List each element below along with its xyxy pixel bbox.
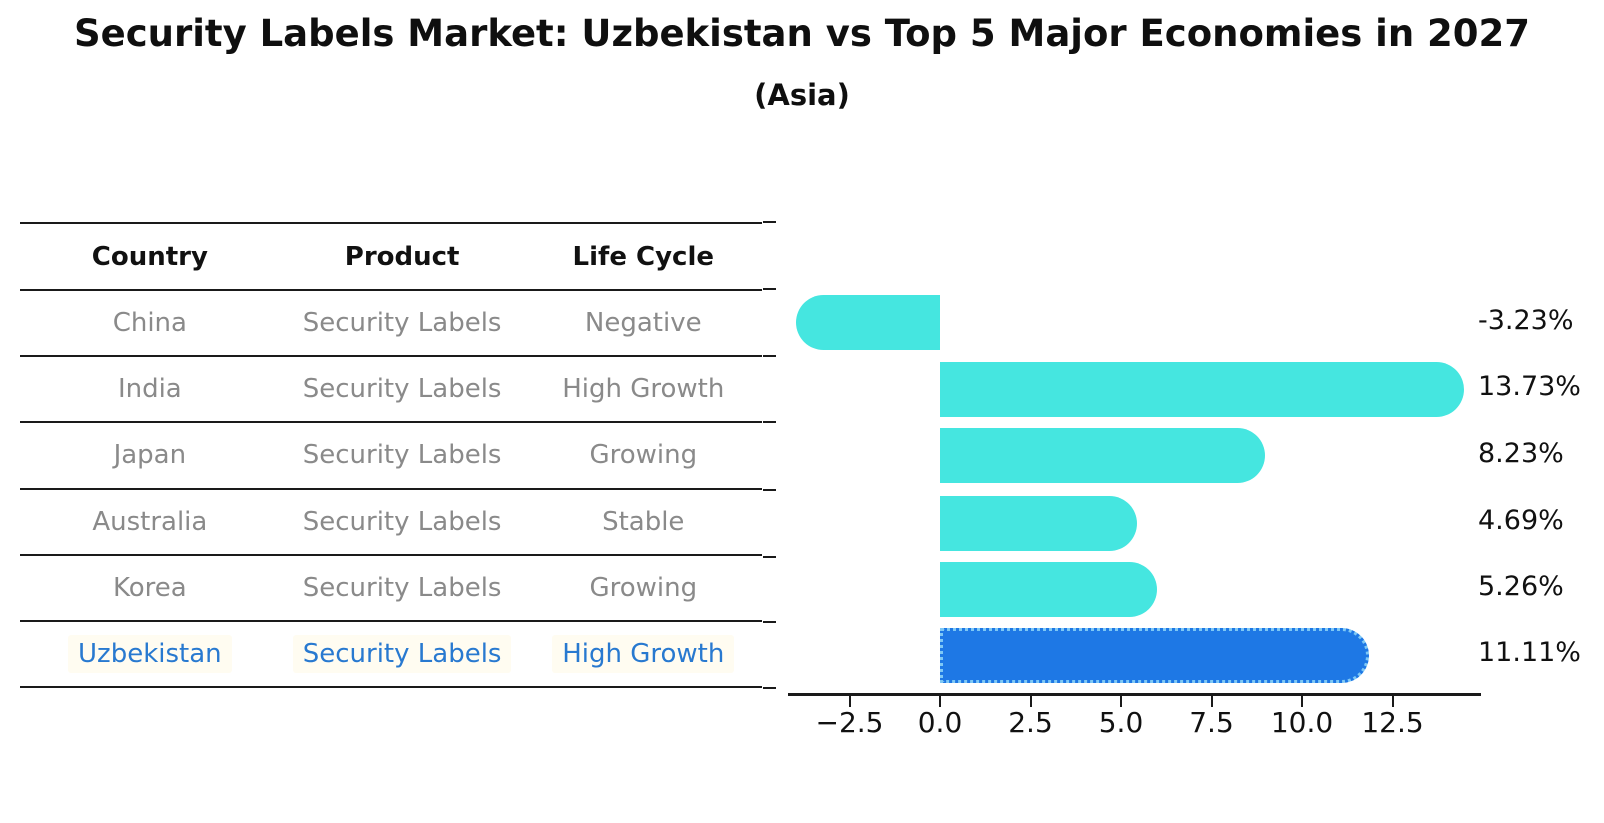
x-axis-tick-label: 0.0 xyxy=(917,706,963,739)
table-header-country: Country xyxy=(91,241,208,272)
table-cell-lifecycle: Stable xyxy=(602,506,685,537)
x-axis-tick-label: 2.5 xyxy=(1008,706,1053,739)
x-axis-tick-label: 7.5 xyxy=(1189,706,1234,739)
y-axis-tick xyxy=(763,556,776,558)
bar-value-label: 8.23% xyxy=(1478,437,1564,469)
table-cell-product: Security Labels xyxy=(302,440,502,471)
table-cell-lifecycle: Growing xyxy=(589,440,698,471)
table-cell-lifecycle: Negative xyxy=(584,308,702,339)
x-axis-tick xyxy=(1120,696,1122,707)
y-axis-tick xyxy=(763,355,776,357)
table-row: Uzbekistan Security Labels High Growth xyxy=(20,622,762,686)
table-cell-product: Security Labels xyxy=(280,634,525,673)
table-row: India Security Labels High Growth xyxy=(20,357,762,424)
y-axis-tick xyxy=(763,489,776,491)
table-cell-product: Security Labels xyxy=(302,374,502,405)
table-cell-product: Security Labels xyxy=(302,506,502,537)
y-axis-tick xyxy=(763,687,776,689)
table-cell-country: Korea xyxy=(112,572,187,603)
table-header-product: Product xyxy=(344,241,460,272)
figure-title: Security Labels Market: Uzbekistan vs To… xyxy=(73,12,1531,55)
table-header-row: Country Product Life Cycle xyxy=(20,224,762,291)
table-cell-product: Security Labels xyxy=(302,572,502,603)
table-row: Australia Security Labels Stable xyxy=(20,490,762,556)
table-cell-country: India xyxy=(117,374,182,405)
table-cell-lifecycle: High Growth xyxy=(562,374,725,405)
table-cell-lifecycle: High Growth xyxy=(525,634,762,673)
y-axis-tick xyxy=(763,421,776,423)
table-cell-country: China xyxy=(112,308,187,339)
bar-value-label: 4.69% xyxy=(1478,505,1564,536)
x-axis-tick-label: 5.0 xyxy=(1098,706,1144,739)
bar-korea xyxy=(940,561,1158,617)
bar-value-label: 13.73% xyxy=(1478,371,1581,402)
bar-uzbekistan xyxy=(940,627,1370,683)
table-cell-country: Australia xyxy=(92,506,208,537)
bar-value-label: 5.26% xyxy=(1478,571,1564,602)
bar-india xyxy=(940,361,1465,417)
bar-value-label: 11.11% xyxy=(1478,637,1581,668)
x-axis-tick xyxy=(939,696,941,707)
table-cell-lifecycle: Growing xyxy=(589,572,698,603)
x-axis-tick xyxy=(1301,696,1303,707)
table-row: Korea Security Labels Growing xyxy=(20,556,762,622)
bar-japan xyxy=(940,428,1265,483)
table-row: China Security Labels Negative xyxy=(20,291,762,358)
x-axis-tick xyxy=(1029,696,1032,707)
x-axis-tick xyxy=(848,696,851,707)
x-axis-tick-label: 10.0 xyxy=(1270,706,1334,739)
x-axis-tick xyxy=(1210,696,1213,707)
x-axis-tick-label: 12.5 xyxy=(1361,706,1424,739)
y-axis-tick xyxy=(763,621,776,623)
x-axis-tick xyxy=(1391,696,1394,707)
table-cell-country: Japan xyxy=(113,440,187,471)
x-axis xyxy=(787,693,1482,696)
table-cell-country: Uzbekistan xyxy=(20,634,280,673)
figure-subtitle: (Asia) xyxy=(754,78,850,112)
table-cell-product: Security Labels xyxy=(302,308,502,339)
bar-value-label: -3.23% xyxy=(1478,304,1574,336)
y-axis-tick xyxy=(763,221,776,223)
x-axis-tick-label: −2.5 xyxy=(815,706,884,739)
bar-australia xyxy=(940,495,1137,551)
table-row: Japan Security Labels Growing xyxy=(20,423,762,490)
bar-china xyxy=(796,295,940,350)
summary-table: Country Product Life Cycle China Securit… xyxy=(20,222,762,688)
y-axis-tick xyxy=(763,288,776,290)
table-header-lifecycle: Life Cycle xyxy=(572,241,714,272)
